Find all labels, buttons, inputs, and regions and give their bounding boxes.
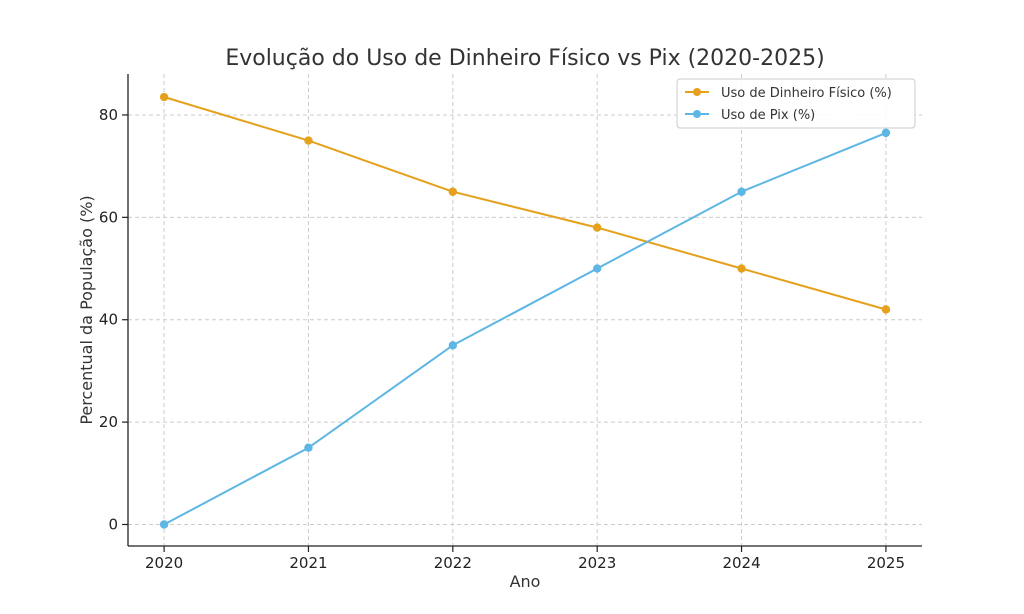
legend-marker-swatch: [693, 88, 701, 96]
data-point: [448, 187, 458, 196]
legend-box: [676, 78, 916, 129]
y-axis-ticks: 0 20 40 60 80: [99, 106, 128, 533]
y-tick-label: 60: [99, 208, 118, 226]
x-tick-label: 2021: [289, 554, 327, 572]
series-2: [159, 128, 891, 529]
x-axis-label: Ano: [510, 572, 541, 591]
legend-label: Uso de Pix (%): [721, 108, 815, 123]
axes: [127, 74, 922, 547]
legend-entry: Uso de Dinheiro Físico (%): [685, 86, 892, 101]
data-point: [159, 92, 169, 102]
x-tick-label: 2024: [722, 554, 760, 572]
x-tick-label: 2020: [145, 554, 183, 572]
data-point: [448, 341, 458, 350]
x-tick-label: 2022: [434, 554, 472, 572]
series-1: [159, 92, 891, 314]
y-tick-label: 40: [99, 311, 118, 329]
series-line: [163, 131, 887, 526]
data-point: [304, 136, 313, 145]
data-point: [159, 520, 169, 529]
legend: Uso de Dinheiro Físico (%) Uso de Pix (%): [676, 78, 916, 129]
y-tick-label: 80: [99, 106, 118, 124]
data-point: [592, 223, 602, 232]
data-point: [304, 443, 313, 452]
x-axis-ticks: 2020 2021 2022 2023 2024 2025: [145, 546, 905, 572]
data-point: [881, 128, 891, 138]
legend-label: Uso de Dinheiro Físico (%): [721, 86, 892, 101]
data-point: [881, 305, 891, 314]
gridlines: [128, 74, 922, 546]
series-line: [163, 96, 887, 311]
x-tick-label: 2025: [867, 554, 905, 572]
x-tick-label: 2023: [578, 554, 616, 572]
data-point: [737, 264, 746, 273]
legend-entry: Uso de Pix (%): [685, 108, 815, 123]
data-point: [737, 187, 746, 196]
series-layer: [159, 92, 891, 529]
y-axis-label: Percentual da População (%): [77, 195, 96, 424]
chart-title: Evolução do Uso de Dinheiro Físico vs Pi…: [225, 46, 824, 71]
y-tick-label: 20: [99, 413, 118, 431]
legend-marker-swatch: [693, 110, 701, 118]
data-point: [592, 264, 602, 273]
y-tick-label: 0: [108, 515, 118, 533]
